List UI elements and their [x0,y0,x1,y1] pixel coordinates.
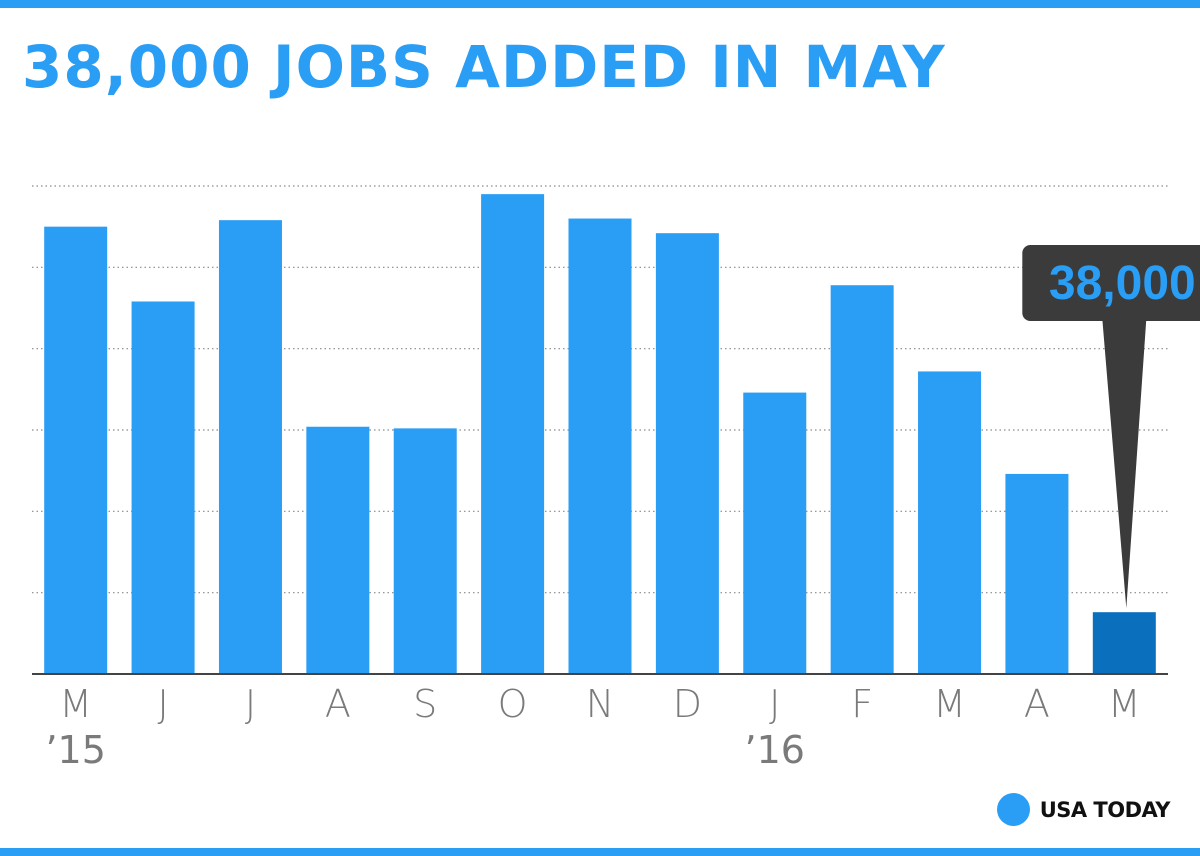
bar [743,392,807,674]
bar [44,226,108,674]
bar [306,426,370,674]
x-tick-label: A [325,682,351,726]
x-tick-label: N [586,682,614,726]
bar [131,301,195,674]
bar [655,233,719,674]
brand-dot-icon [996,793,1030,826]
x-tick-label: M [933,682,966,726]
callout-value-label: 38,000 [1049,257,1196,310]
bar [918,371,982,674]
x-tick-label: S [413,682,437,726]
brand-name: USA TODAY [1039,797,1171,822]
bar [830,285,894,674]
bar [481,194,545,674]
bar [1005,473,1069,674]
x-tick-label: J [769,682,780,726]
x-tick-label: O [498,682,528,726]
x-year-label: ’15 [45,728,105,772]
x-tick-label: A [1024,682,1050,726]
bar [568,218,632,675]
brand-logo: USA TODAY [996,793,1171,826]
x-tick-label: M [1108,682,1141,726]
x-tick-label: J [157,682,168,726]
x-tick-label: J [245,682,256,726]
callout-pointer [1102,319,1147,609]
callout-box [1022,245,1200,321]
top-accent-rule [0,0,1200,8]
x-tick-label: F [851,682,873,726]
bottom-accent-rule [0,848,1200,856]
x-tick-label: D [673,682,702,726]
bar [1092,612,1156,674]
bar [393,428,457,674]
bar [218,220,282,674]
x-year-label: ’16 [745,728,805,772]
x-tick-label: M [59,682,92,726]
chart-title: 38,000 JOBS ADDED IN MAY [22,33,946,101]
